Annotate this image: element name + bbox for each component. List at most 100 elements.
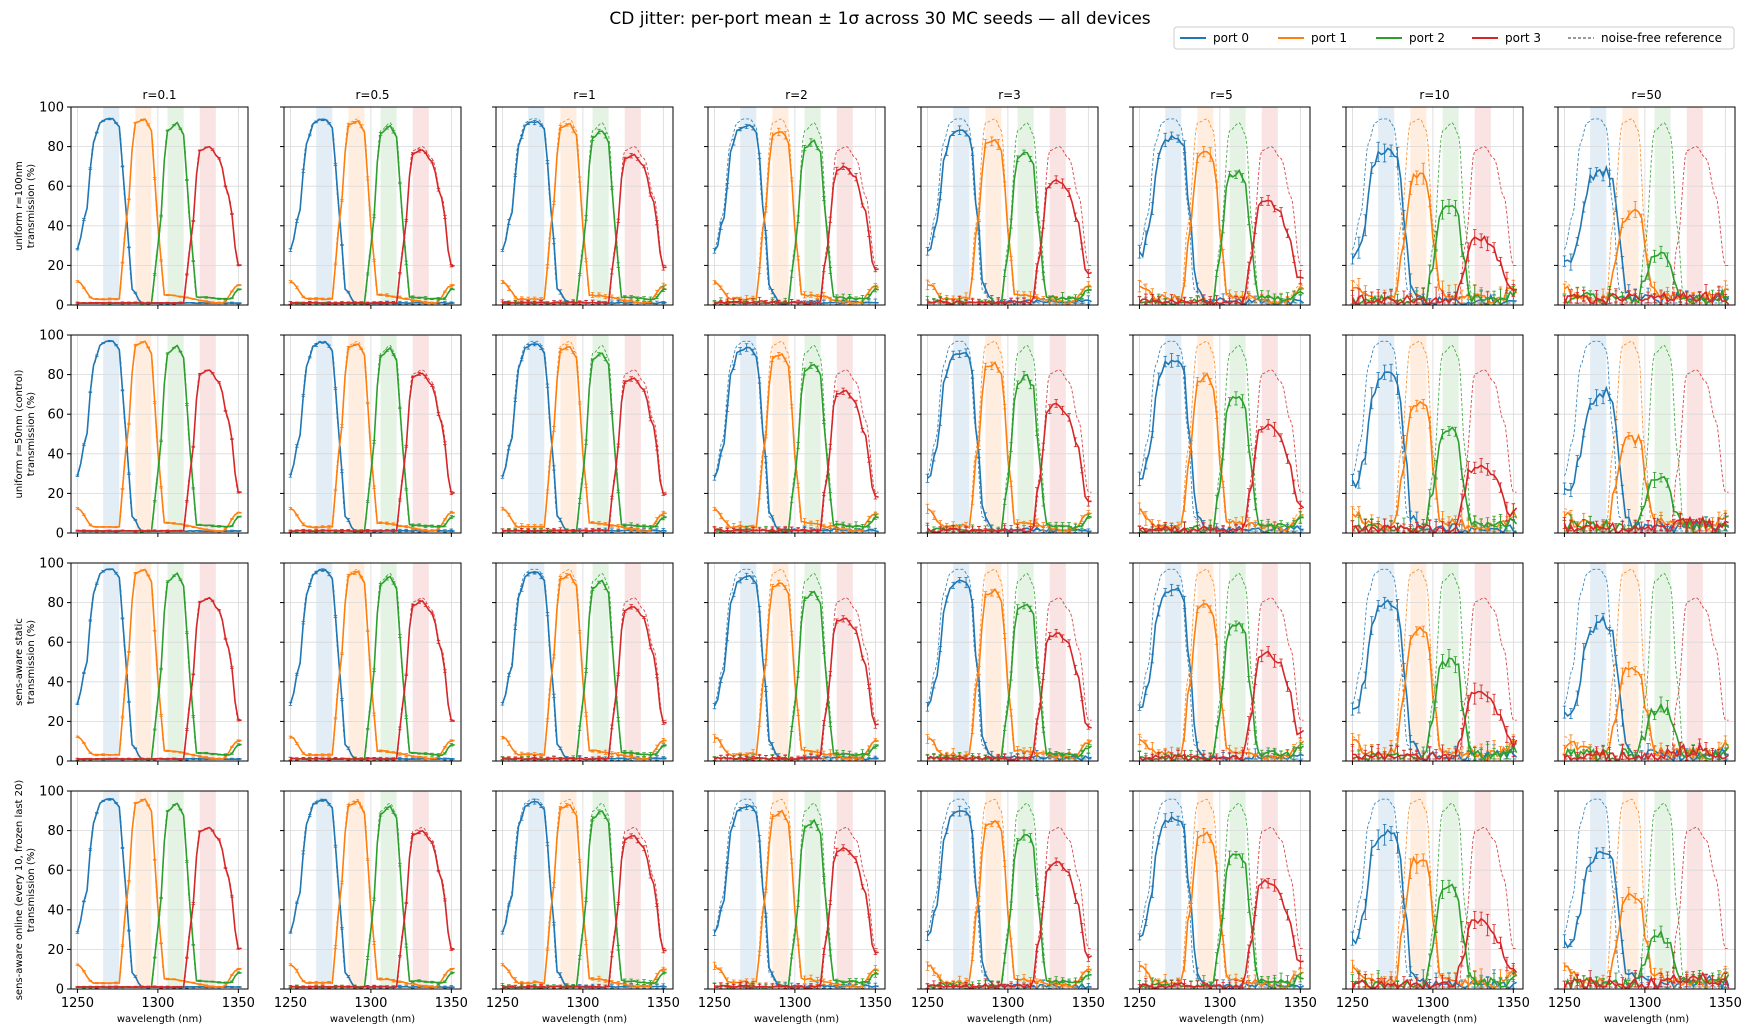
- plot-area: [1562, 118, 1730, 305]
- mean-line-port-1: [290, 119, 455, 304]
- panel-uniform-r-50nm-control-r-0-5: [280, 334, 462, 537]
- y-tick-label: 40: [47, 447, 64, 462]
- reference-line-port-2: [927, 344, 1092, 532]
- column-title: r=0.5: [355, 88, 389, 102]
- reference-line-port-1: [714, 340, 879, 532]
- passband-1: [348, 107, 365, 305]
- reference-line-port-3: [502, 146, 667, 304]
- passband-3: [624, 107, 641, 305]
- mean-line-port-2: [502, 130, 667, 305]
- passband-2: [167, 107, 184, 305]
- passband-1: [135, 335, 152, 533]
- passband-2: [804, 335, 821, 533]
- passband-1: [985, 107, 1002, 305]
- legend-box: [1173, 26, 1735, 50]
- mean-line-port-0: [1351, 147, 1517, 305]
- reference-line-port-0: [926, 340, 1092, 532]
- chart-title: CD jitter: per-port mean ± 1σ across 30 …: [609, 9, 1150, 29]
- plot-area: [712, 118, 879, 305]
- mean-line-port-2: [1139, 168, 1305, 305]
- reference-line-port-3: [1139, 146, 1304, 304]
- reference-line-port-2: [502, 344, 667, 532]
- passband-2: [1442, 335, 1459, 533]
- passband-2: [1017, 335, 1034, 533]
- passband-1: [772, 335, 789, 533]
- passband-3: [199, 335, 216, 533]
- legend-label: port 0: [1213, 31, 1249, 45]
- passband-3: [836, 335, 853, 533]
- plot-area: [925, 118, 1092, 305]
- passband-2: [167, 335, 184, 533]
- y-tick-label: 60: [47, 408, 64, 423]
- reference-line-port-2: [1352, 122, 1517, 304]
- reference-line-port-3: [714, 369, 879, 532]
- passband-0: [953, 107, 970, 305]
- plot-area: [288, 118, 455, 305]
- passband-2: [592, 335, 609, 533]
- mean-line-port-2: [1138, 395, 1304, 533]
- passband-3: [412, 107, 429, 305]
- axes-frame: [1132, 334, 1311, 534]
- mean-line-port-1: [77, 340, 242, 532]
- passband-1: [348, 335, 365, 533]
- y-tick-label: 0: [56, 527, 64, 542]
- mean-line-port-3: [290, 149, 455, 305]
- passband-0: [103, 335, 120, 533]
- y-axis-label: uniform r=50nm (control)transmission (%): [14, 369, 37, 498]
- reference-line-port-2: [290, 122, 455, 304]
- plot-area: [288, 340, 455, 533]
- y-tick-label: 100: [39, 101, 64, 116]
- passband-3: [412, 335, 429, 533]
- axes-frame: [707, 106, 886, 306]
- mean-line-port-1: [1563, 208, 1729, 305]
- mean-line-port-3: [714, 389, 879, 533]
- mean-line-port-0: [713, 124, 879, 305]
- legend: port 0 port 1 port 2 port 3 noise-free refer…: [1173, 26, 1735, 50]
- plot-area: [1350, 118, 1518, 305]
- mean-line-port-1: [1352, 172, 1518, 304]
- reference-line-port-1: [927, 340, 1092, 532]
- reference-line-port-0: [713, 340, 879, 532]
- panel-uniform-r-100nm-r-1: r=1: [492, 88, 674, 309]
- passband-2: [592, 107, 609, 305]
- mean-line-port-0: [289, 341, 455, 533]
- passband-0: [528, 335, 545, 533]
- mean-line-port-0: [501, 343, 667, 533]
- axes-frame: [70, 334, 249, 534]
- panel-uniform-r-50nm-control-r-2: [704, 334, 886, 537]
- reference-line-port-2: [927, 122, 1092, 304]
- column-title: r=50: [1631, 88, 1661, 102]
- mean-line-port-1: [502, 122, 667, 305]
- column-title: r=3: [998, 88, 1021, 102]
- plot-area: [1350, 340, 1518, 533]
- passband-3: [1049, 335, 1066, 533]
- reference-line-port-2: [1139, 344, 1304, 532]
- passband-1: [1197, 335, 1214, 533]
- passband-3: [1049, 107, 1066, 305]
- mean-line-port-1: [77, 118, 242, 304]
- axes-frame: [1132, 106, 1311, 306]
- panel-uniform-r-100nm-r-3: r=3: [917, 88, 1099, 309]
- reference-line-port-1: [502, 340, 667, 532]
- passband-0: [1165, 335, 1182, 533]
- mean-line-port-0: [713, 346, 879, 533]
- reference-line-port-2: [77, 344, 242, 532]
- reference-line-port-2: [502, 122, 667, 304]
- y-tick-label: 100: [39, 329, 64, 344]
- y-tick-label: 20: [47, 487, 64, 502]
- column-title: r=10: [1419, 88, 1449, 102]
- plot-area: [712, 340, 879, 533]
- axes-frame: [1345, 106, 1524, 306]
- axes-frame: [283, 106, 462, 306]
- reference-line-port-2: [714, 122, 879, 304]
- mean-line-port-3: [502, 153, 667, 305]
- passband-1: [1197, 107, 1214, 305]
- plot-area: [1137, 340, 1305, 533]
- reference-line-port-0: [289, 340, 455, 532]
- plot-area: [75, 339, 242, 533]
- axes-frame: [70, 106, 249, 306]
- mean-line-port-3: [1138, 199, 1304, 305]
- passband-0: [103, 107, 120, 305]
- mean-line-port-1: [713, 352, 879, 533]
- passband-0: [316, 335, 333, 533]
